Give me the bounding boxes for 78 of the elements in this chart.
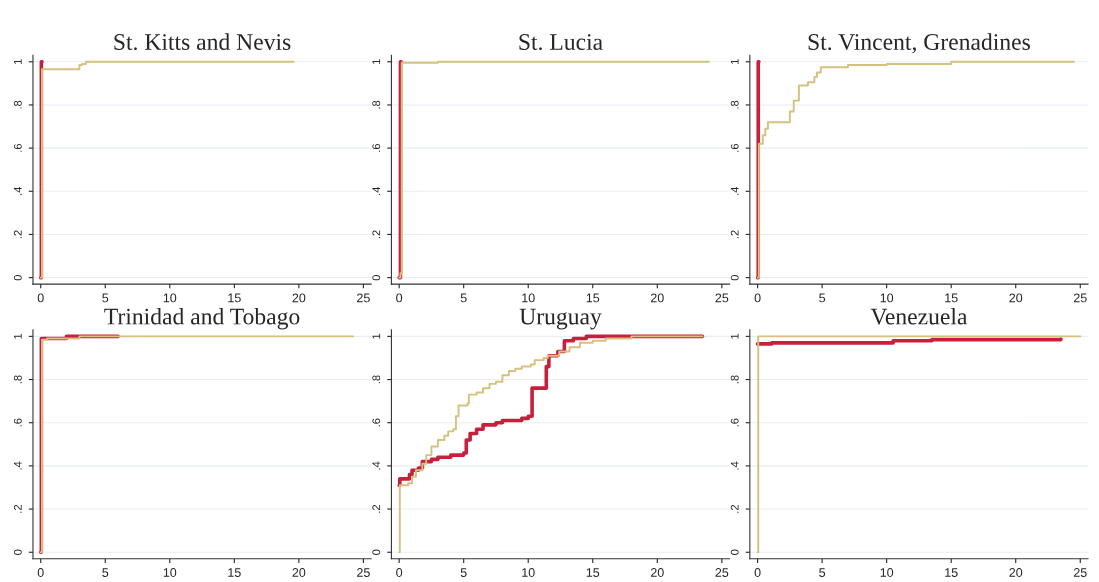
x-tick-label: 0 — [37, 568, 44, 577]
chart-title: St. Kitts and Nevis — [114, 33, 291, 51]
y-tick-label: .4 — [372, 461, 381, 470]
x-tick-label: 25 — [715, 293, 729, 303]
x-tick-label: 5 — [819, 293, 826, 303]
x-tick-label: 20 — [1009, 568, 1023, 577]
y-tick-label: 1 — [372, 59, 381, 65]
x-tick-label: 0 — [754, 568, 761, 577]
y-tick-label: .2 — [730, 504, 739, 513]
x-tick-label: 15 — [228, 568, 241, 577]
y-tick-label: .4 — [372, 186, 381, 195]
x-tick-label: 20 — [650, 568, 664, 577]
x-tick-label: 25 — [357, 568, 370, 577]
y-tick-label: 1 — [730, 59, 739, 65]
y-tick-label: .4 — [13, 186, 22, 195]
y-tick-label: 1 — [13, 333, 22, 339]
x-tick-label: 15 — [586, 568, 600, 577]
x-tick-label: 15 — [228, 293, 241, 303]
y-tick-label: 1 — [13, 59, 22, 65]
chart-title: St. Lucia — [519, 34, 603, 51]
y-tick-label: 0 — [13, 549, 22, 555]
y-tick-label: 1 — [372, 333, 381, 339]
y-tick-label: .6 — [730, 418, 739, 427]
x-tick-label: 20 — [292, 568, 306, 577]
y-tick-label: 1 — [730, 333, 739, 339]
y-tick-label: .2 — [372, 504, 381, 513]
x-tick-label: 5 — [819, 568, 826, 577]
x-tick-label: 5 — [460, 568, 467, 577]
y-tick-label: .6 — [730, 143, 739, 152]
x-tick-label: 20 — [292, 293, 306, 303]
x-tick-label: 10 — [522, 568, 535, 577]
x-tick-label: 0 — [396, 293, 403, 303]
x-tick-label: 10 — [880, 293, 894, 303]
y-tick-label: 0 — [372, 274, 381, 281]
x-tick-label: 15 — [586, 293, 600, 303]
x-tick-label: 25 — [1073, 293, 1087, 303]
x-tick-label: 25 — [1073, 568, 1087, 577]
y-tick-label: .8 — [372, 100, 381, 109]
y-tick-label: .2 — [730, 230, 739, 239]
y-tick-label: .4 — [730, 461, 739, 470]
y-tick-label: 0 — [730, 549, 739, 555]
x-tick-label: 25 — [715, 568, 729, 577]
chart-title: Venezuela — [870, 307, 968, 325]
x-tick-label: 25 — [357, 293, 370, 303]
x-tick-label: 5 — [460, 293, 467, 303]
y-tick-label: .8 — [730, 100, 739, 109]
x-tick-label: 5 — [102, 568, 109, 577]
y-tick-label: .8 — [13, 100, 22, 109]
x-tick-label: 10 — [163, 568, 177, 577]
x-tick-label: 10 — [880, 568, 894, 577]
y-tick-label: 0 — [372, 549, 381, 555]
y-tick-label: .6 — [372, 418, 381, 427]
y-tick-label: 0 — [13, 274, 22, 281]
y-tick-label: .6 — [13, 143, 22, 152]
x-tick-label: 0 — [37, 293, 44, 303]
chart-title: Uruguay — [519, 308, 602, 330]
chart-title: St. Vincent, Grenadines — [808, 33, 1030, 54]
x-tick-label: 10 — [163, 293, 177, 303]
x-tick-label: 10 — [522, 293, 535, 303]
x-tick-label: 0 — [396, 568, 403, 577]
y-tick-label: .4 — [13, 461, 22, 470]
y-tick-label: .8 — [13, 375, 22, 384]
y-tick-label: .8 — [730, 375, 739, 384]
chart-title: Trinidad and Tobago — [104, 307, 300, 330]
x-tick-label: 15 — [945, 293, 958, 303]
y-tick-label: 0 — [730, 274, 739, 281]
y-tick-label: .6 — [13, 418, 22, 427]
y-tick-label: .2 — [372, 230, 381, 239]
x-tick-label: 20 — [650, 293, 664, 303]
y-tick-label: .4 — [730, 186, 739, 195]
x-tick-label: 5 — [102, 293, 109, 303]
y-tick-label: .6 — [372, 143, 381, 152]
y-tick-label: .2 — [13, 230, 22, 239]
y-tick-label: .2 — [13, 504, 22, 513]
x-tick-label: 20 — [1009, 293, 1023, 303]
x-tick-label: 0 — [754, 293, 761, 303]
x-tick-label: 15 — [945, 568, 958, 577]
y-tick-label: .8 — [372, 375, 381, 384]
